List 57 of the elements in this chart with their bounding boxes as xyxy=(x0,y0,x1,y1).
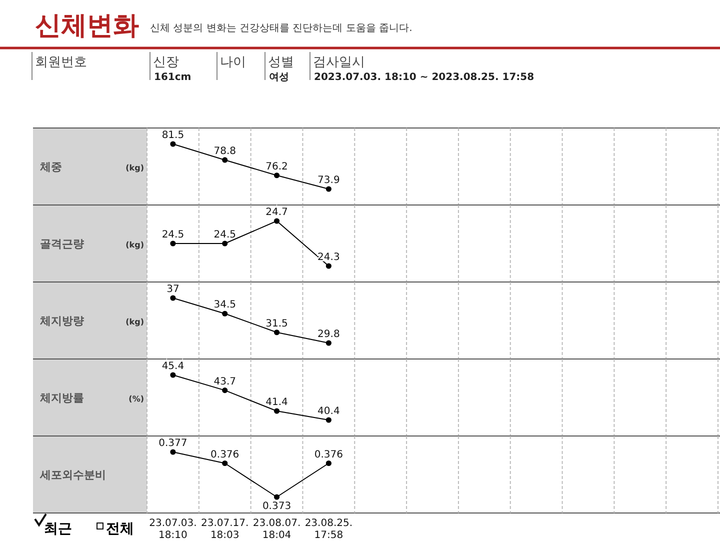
point xyxy=(222,388,228,394)
point xyxy=(170,372,176,378)
text: 성별 xyxy=(268,55,294,70)
data-label: 0.373 xyxy=(262,501,292,512)
data-label: 0.376 xyxy=(314,449,343,460)
text: (kg) xyxy=(126,240,144,250)
point xyxy=(274,172,280,178)
x-tick-label: 23.07.17. 18:03 xyxy=(201,518,249,541)
text: 회원번호 xyxy=(35,55,87,70)
data-label: 24.5 xyxy=(162,230,184,240)
y-axis-title: 골격근량 xyxy=(40,238,84,250)
data-label: 81.5 xyxy=(162,130,184,141)
data-label: 24.3 xyxy=(318,252,340,263)
data-label: 34.5 xyxy=(214,300,236,311)
point xyxy=(274,408,280,414)
data-label: 45.4 xyxy=(162,361,184,372)
text: 나이 xyxy=(220,55,246,70)
data-label: 24.7 xyxy=(266,207,288,218)
text: 161cm xyxy=(154,72,192,83)
point xyxy=(326,417,332,423)
data-label: 78.8 xyxy=(214,146,236,157)
y-axis-title: 체중 xyxy=(39,160,62,174)
text: 여성 xyxy=(269,72,289,83)
data-label: 41.4 xyxy=(266,397,288,408)
text: 2023.07.03. 18:10 ~ 2023.08.25. 17:58 xyxy=(314,72,534,83)
data-label: 31.5 xyxy=(266,318,288,330)
x-tick-label: 23.08.07. 18:04 xyxy=(252,518,301,541)
data-label: 0.376 xyxy=(210,449,240,460)
data-label: 29.8 xyxy=(318,329,340,340)
text: (kg) xyxy=(126,318,144,326)
text: (%) xyxy=(128,394,144,404)
x-tick-label: 23.08.25. 17:58 xyxy=(304,518,353,541)
chart-title: 신체변화 xyxy=(35,11,139,41)
data-label: 24.5 xyxy=(214,230,236,240)
data-label: 40.4 xyxy=(318,406,340,417)
data-label: 76.2 xyxy=(266,161,288,172)
point xyxy=(170,295,176,301)
x-tick-label: 23.07.03. 18:10 xyxy=(149,518,197,541)
text: (kg) xyxy=(126,164,144,172)
text: 신장 xyxy=(153,55,179,70)
point xyxy=(222,310,228,316)
point xyxy=(170,141,176,147)
point xyxy=(326,186,332,192)
text: 최근 xyxy=(44,521,72,537)
data-label: 0.377 xyxy=(158,438,188,449)
data-label: 43.7 xyxy=(214,376,236,388)
point xyxy=(222,157,228,163)
point xyxy=(274,330,280,336)
text: 전체 xyxy=(106,521,134,537)
y-axis-title: 세포외수분비 xyxy=(39,468,106,482)
point xyxy=(326,340,332,346)
chart-subtitle: 신체 성분의 변화는 건강상태를 진단하는데 도움을 줍니다. xyxy=(150,23,412,34)
data-label: 73.9 xyxy=(318,175,340,186)
y-axis-title: 체지방량 xyxy=(39,314,84,328)
data-label: 37 xyxy=(166,284,180,295)
y-axis-title: 체지방률 xyxy=(39,392,84,404)
text: 검사일시 xyxy=(313,55,365,70)
